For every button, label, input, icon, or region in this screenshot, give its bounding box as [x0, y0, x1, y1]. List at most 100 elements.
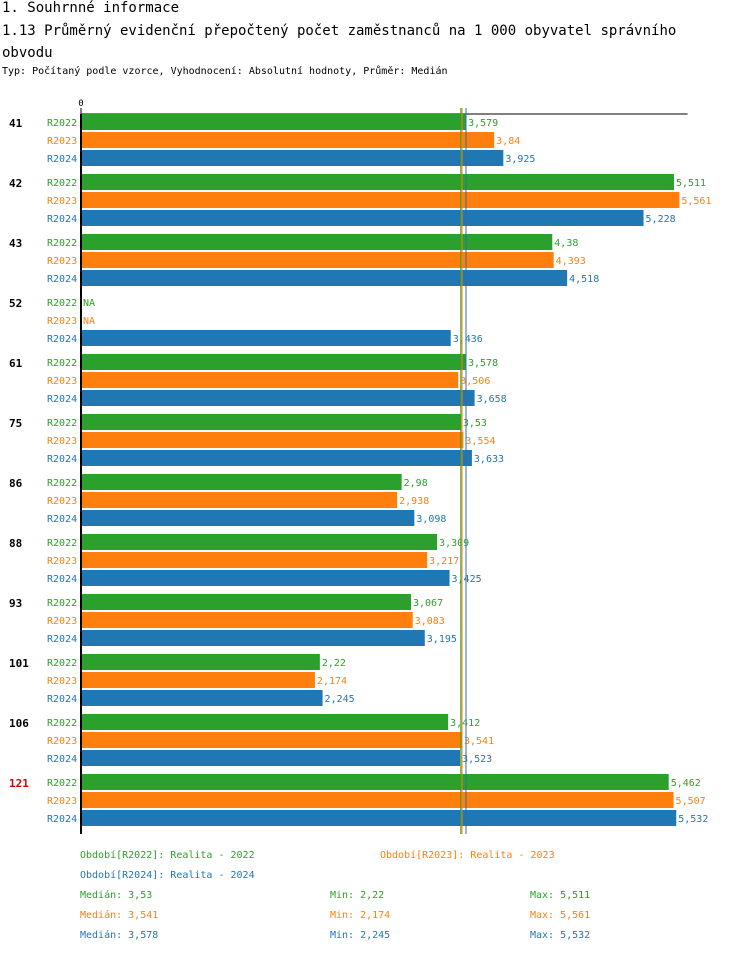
- bar: [81, 234, 553, 250]
- chart-subtitle: Typ: Počítaný podle vzorce, Vyhodnocení:…: [2, 66, 448, 77]
- legend-median-r2022: Medián: 3,53: [80, 890, 153, 901]
- category-label: 121: [9, 777, 29, 790]
- bar: [81, 510, 415, 526]
- bar: [81, 252, 554, 268]
- category-label: 43: [9, 237, 22, 250]
- data-label: 3,083: [415, 616, 445, 627]
- series-label: R2023: [47, 316, 77, 327]
- series-label: R2023: [47, 556, 77, 567]
- series-label: R2023: [47, 376, 77, 387]
- bar: [81, 150, 504, 166]
- series-label: R2024: [47, 334, 77, 345]
- bar: [81, 750, 461, 766]
- bar: [81, 354, 466, 370]
- data-label: 3,633: [474, 454, 504, 465]
- data-label: 5,561: [681, 196, 711, 207]
- data-label: 3,309: [439, 538, 469, 549]
- legend-median-r2023: Medián: 3,541: [80, 910, 159, 921]
- data-label: 3,436: [453, 334, 483, 345]
- bar: [81, 450, 472, 466]
- category-label: 42: [9, 177, 22, 190]
- series-label: R2022: [47, 478, 77, 489]
- bar: [81, 774, 669, 790]
- legend-period-r2022: Období[R2022]: Realita - 2022: [80, 850, 255, 861]
- bar: [81, 390, 475, 406]
- bar: [81, 114, 467, 130]
- series-label: R2024: [47, 454, 77, 465]
- series-label: R2023: [47, 436, 77, 447]
- x-axis-zero-label: 0: [78, 99, 83, 109]
- legend-max-r2023: Max: 5,561: [530, 910, 591, 921]
- data-label: 4,518: [569, 274, 599, 285]
- bar: [81, 654, 320, 670]
- data-label: 3,195: [427, 634, 457, 645]
- bar: [81, 210, 644, 226]
- data-label: 3,578: [468, 358, 498, 369]
- legend-min-r2023: Min: 2,174: [330, 910, 391, 921]
- data-label: 3,658: [477, 394, 507, 405]
- data-label: 4,393: [556, 256, 586, 267]
- series-label: R2023: [47, 196, 77, 207]
- bar: [81, 492, 398, 508]
- bar: [81, 552, 428, 568]
- bar: [81, 810, 677, 826]
- bar: [81, 372, 459, 388]
- category-label: 101: [9, 657, 29, 670]
- series-label: R2024: [47, 754, 77, 765]
- series-label: R2022: [47, 118, 77, 129]
- series-label: R2023: [47, 736, 77, 747]
- data-label: 5,228: [646, 214, 676, 225]
- bar: [81, 714, 449, 730]
- bar: [81, 474, 402, 490]
- series-label: R2024: [47, 694, 77, 705]
- data-label: 3,412: [450, 718, 480, 729]
- series-label: R2022: [47, 598, 77, 609]
- data-label: 3,554: [465, 436, 495, 447]
- series-label: R2022: [47, 778, 77, 789]
- bar: [81, 174, 674, 190]
- bar: [81, 330, 451, 346]
- data-label: 2,98: [404, 478, 428, 489]
- data-label: 3,506: [460, 376, 490, 387]
- series-label: R2022: [47, 358, 77, 369]
- data-label: 3,53: [463, 418, 487, 429]
- category-label: 41: [9, 117, 23, 130]
- bar: [81, 192, 680, 208]
- category-label: 93: [9, 597, 22, 610]
- series-label: R2022: [47, 298, 77, 309]
- series-label: R2024: [47, 154, 77, 165]
- category-label: 88: [9, 537, 22, 550]
- data-label: 2,174: [317, 676, 347, 687]
- data-label: 3,098: [416, 514, 446, 525]
- data-label: 3,84: [496, 136, 520, 147]
- series-label: R2022: [47, 178, 77, 189]
- legend-max-r2022: Max: 5,511: [530, 890, 591, 901]
- bar: [81, 690, 323, 706]
- series-label: R2023: [47, 616, 77, 627]
- bar: [81, 132, 495, 148]
- legend-period-r2024: Období[R2024]: Realita - 2024: [80, 870, 255, 881]
- series-label: R2023: [47, 676, 77, 687]
- data-label: NA: [83, 298, 95, 309]
- chart-title: 1.13 Průměrný evidenční přepočtený počet…: [2, 23, 677, 61]
- series-label: R2024: [47, 274, 77, 285]
- bar: [81, 534, 438, 550]
- bar: [81, 432, 464, 448]
- series-label: R2024: [47, 214, 77, 225]
- data-label: 3,925: [505, 154, 535, 165]
- data-label: 5,507: [676, 796, 706, 807]
- series-label: R2022: [47, 658, 77, 669]
- data-label: 5,462: [671, 778, 701, 789]
- series-label: R2023: [47, 136, 77, 147]
- legend-median-r2024: Medián: 3,578: [80, 930, 159, 941]
- category-label: 86: [9, 477, 23, 490]
- bar: [81, 414, 461, 430]
- section-title: 1. Souhrnné informace: [2, 0, 180, 16]
- category-label: 106: [9, 717, 29, 730]
- legend-max-r2024: Max: 5,532: [530, 930, 591, 941]
- data-label: 3,425: [452, 574, 482, 585]
- legend-min-r2022: Min: 2,22: [330, 890, 385, 901]
- bar: [81, 630, 425, 646]
- bar: [81, 672, 315, 688]
